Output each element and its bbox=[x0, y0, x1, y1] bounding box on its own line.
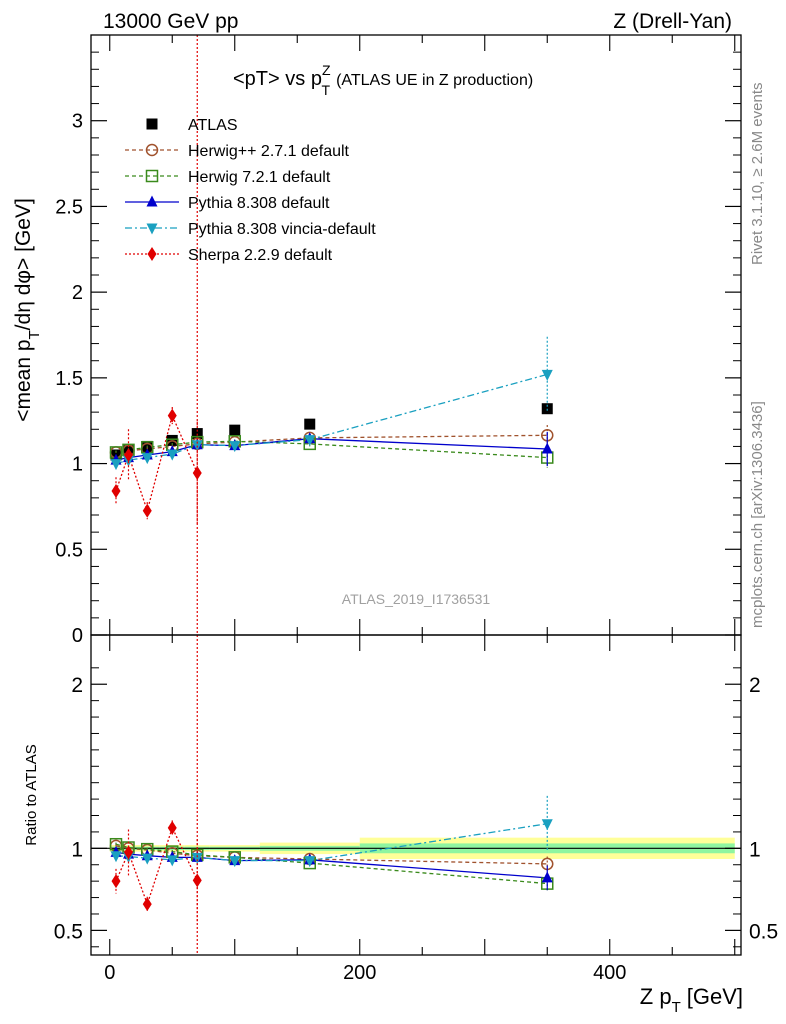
main-point-pythia-8-308-vincia-default bbox=[541, 369, 553, 381]
ratio-line-herwig-2-7-1-default bbox=[115, 845, 548, 865]
ylabel-main: <mean p bbox=[12, 339, 35, 421]
main-point-pythia-8-308-vincia-default bbox=[110, 459, 122, 471]
x-axis-label: Z pT [GeV] bbox=[640, 984, 743, 1016]
main-series-points bbox=[109, 336, 554, 525]
y-tick-label: 1 bbox=[72, 454, 83, 476]
main-point-pythia-8-308-vincia-default bbox=[141, 453, 153, 465]
ratio-point-pythia-8-308-default bbox=[541, 871, 553, 883]
ratio-series-points bbox=[109, 795, 554, 922]
y-tick-label: 0 bbox=[72, 625, 83, 647]
ratio-ticks: 0.5 0.5 1 1 2 2 0 200 400 bbox=[54, 635, 778, 984]
x-tick-label: 200 bbox=[343, 962, 376, 984]
legend-label: Pythia 8.308 default bbox=[188, 195, 330, 212]
legend-label: Herwig 7.2.1 default bbox=[188, 169, 331, 186]
title-sub: T bbox=[322, 82, 331, 98]
mcplots-label: mcplots.cern.ch [arXiv:1306.3436] bbox=[749, 401, 766, 628]
xlabel-main: Z p bbox=[640, 984, 672, 1009]
main-panel: 00.511.522.53 <pT> vs pZ T(ATLAS UE in Z … bbox=[12, 34, 742, 647]
main-point-sherpa-2-2-9-default bbox=[111, 484, 121, 498]
main-line-pythia-8-308-vincia-default bbox=[115, 373, 548, 465]
y-tick-label: 1.5 bbox=[55, 368, 83, 390]
ratio-point-pythia-8-308-vincia-default bbox=[191, 852, 203, 864]
main-point-atlas bbox=[229, 424, 241, 436]
ylabel-suffix: /dη dφ> [GeV] bbox=[12, 198, 35, 330]
title-sup: Z bbox=[322, 62, 331, 78]
ratio-y-tick-label: 1 bbox=[71, 838, 83, 861]
main-ticks: 0 0.5 1 1.5 2 2.5 3 bbox=[55, 35, 741, 647]
main-point-pythia-8-308-default bbox=[541, 442, 553, 454]
main-point-sherpa-2-2-9-default bbox=[142, 503, 152, 518]
legend: ATLAS Herwig++ 2.7.1 default Herwig 7.2.1 … bbox=[125, 117, 376, 264]
ratio-y-tick-label: 0.5 bbox=[54, 920, 83, 943]
ratio-series-lines bbox=[115, 823, 548, 907]
ratio-point-pythia-8-308-vincia-default bbox=[110, 851, 122, 863]
x-tick-label: 400 bbox=[593, 962, 626, 984]
main-point-pythia-8-308-vincia-default bbox=[166, 449, 178, 461]
ratio-point-sherpa-2-2-9-default bbox=[142, 897, 152, 912]
main-point-atlas bbox=[304, 418, 316, 430]
ratio-point-pythia-8-308-vincia-default bbox=[141, 853, 153, 865]
ratio-point-sherpa-2-2-9-default bbox=[124, 845, 133, 860]
legend-entry-pythia-8-308-default: Pythia 8.308 default bbox=[125, 195, 330, 212]
ratio-line-herwig-7-2-1-default bbox=[115, 843, 548, 885]
ratio-point-pythia-8-308-vincia-default bbox=[229, 856, 241, 868]
ratio-point-sherpa-2-2-9-default bbox=[111, 874, 121, 889]
rivet-label: Rivet 3.1.10, ≥ 2.6M events bbox=[749, 83, 766, 266]
main-line-pythia-8-308-default bbox=[115, 438, 548, 461]
ratio-point-pythia-8-308-vincia-default bbox=[166, 855, 178, 867]
legend-entry-atlas: ATLAS bbox=[146, 117, 238, 134]
ratio-y-tick-label: 2 bbox=[71, 674, 83, 697]
ratio-ylabel: Ratio to ATLAS bbox=[23, 744, 40, 845]
legend-label: Pythia 8.308 vincia-default bbox=[188, 221, 376, 238]
legend-entry-sherpa-2-2-9-default: Sherpa 2.2.9 default bbox=[125, 247, 333, 264]
ratio-y-tick-label-right: 2 bbox=[749, 674, 761, 697]
xlabel-sub: T bbox=[672, 999, 681, 1016]
legend-marker bbox=[145, 169, 159, 183]
ratio-frame bbox=[90, 634, 742, 956]
main-ylabel: <mean pT/dη dφ> [GeV] bbox=[12, 198, 43, 422]
ratio-point-pythia-8-308-vincia-default bbox=[541, 819, 553, 831]
legend-marker bbox=[147, 247, 157, 261]
title-suffix: (ATLAS UE in Z production) bbox=[336, 72, 533, 89]
legend-marker bbox=[146, 223, 158, 235]
legend-entry-herwig-7-2-1-default: Herwig 7.2.1 default bbox=[125, 169, 331, 186]
xlabel-suffix: [GeV] bbox=[687, 984, 743, 1009]
main-point-pythia-8-308-vincia-default bbox=[229, 441, 241, 453]
ratio-line-sherpa-2-2-9-default bbox=[115, 826, 198, 907]
main-point-sherpa-2-2-9-default bbox=[192, 466, 202, 480]
ratio-point-pythia-8-308-vincia-default bbox=[304, 856, 316, 868]
y-tick-label: 3 bbox=[72, 111, 83, 133]
legend-label: Sherpa 2.2.9 default bbox=[188, 247, 333, 264]
ratio-y-tick-label-right: 0.5 bbox=[749, 920, 778, 943]
main-series-lines bbox=[115, 373, 548, 513]
header-left: 13000 GeV pp bbox=[103, 10, 238, 33]
legend-entry-herwig-2-7-1-default: Herwig++ 2.7.1 default bbox=[125, 143, 350, 160]
x-tick-label: 0 bbox=[104, 962, 115, 984]
legend-marker bbox=[146, 195, 158, 207]
legend-marker bbox=[145, 143, 159, 157]
legend-label: Herwig++ 2.7.1 default bbox=[188, 143, 350, 160]
main-point-sherpa-2-2-9-default bbox=[167, 408, 177, 423]
header-right: Z (Drell-Yan) bbox=[613, 10, 732, 33]
watermark: ATLAS_2019_I1736531 bbox=[342, 591, 491, 607]
main-title: <pT> vs pZ T (ATLAS UE in Z production) bbox=[233, 62, 533, 98]
ylabel-sub: T bbox=[26, 330, 43, 339]
ratio-point-sherpa-2-2-9-default bbox=[167, 820, 177, 835]
ratio-point-sherpa-2-2-9-default bbox=[192, 873, 202, 888]
y-tick-label: 0.5 bbox=[55, 539, 83, 561]
title-main: <pT> vs p bbox=[233, 68, 322, 90]
ratio-panel: 0.5 0.5 1 1 2 2 0 200 400 Ratio to ATLAS Z pT [Ge… bbox=[23, 634, 778, 1016]
ratio-y-tick-label-right: 1 bbox=[749, 838, 761, 861]
main-point-pythia-8-308-vincia-default bbox=[304, 435, 316, 447]
legend-label: ATLAS bbox=[188, 117, 238, 134]
y-tick-label: 2 bbox=[72, 282, 83, 304]
legend-marker bbox=[146, 118, 158, 130]
legend-entry-pythia-8-308-vincia-default: Pythia 8.308 vincia-default bbox=[125, 221, 376, 238]
main-point-sherpa-2-2-9-default bbox=[124, 448, 133, 462]
y-tick-label: 2.5 bbox=[55, 196, 83, 218]
